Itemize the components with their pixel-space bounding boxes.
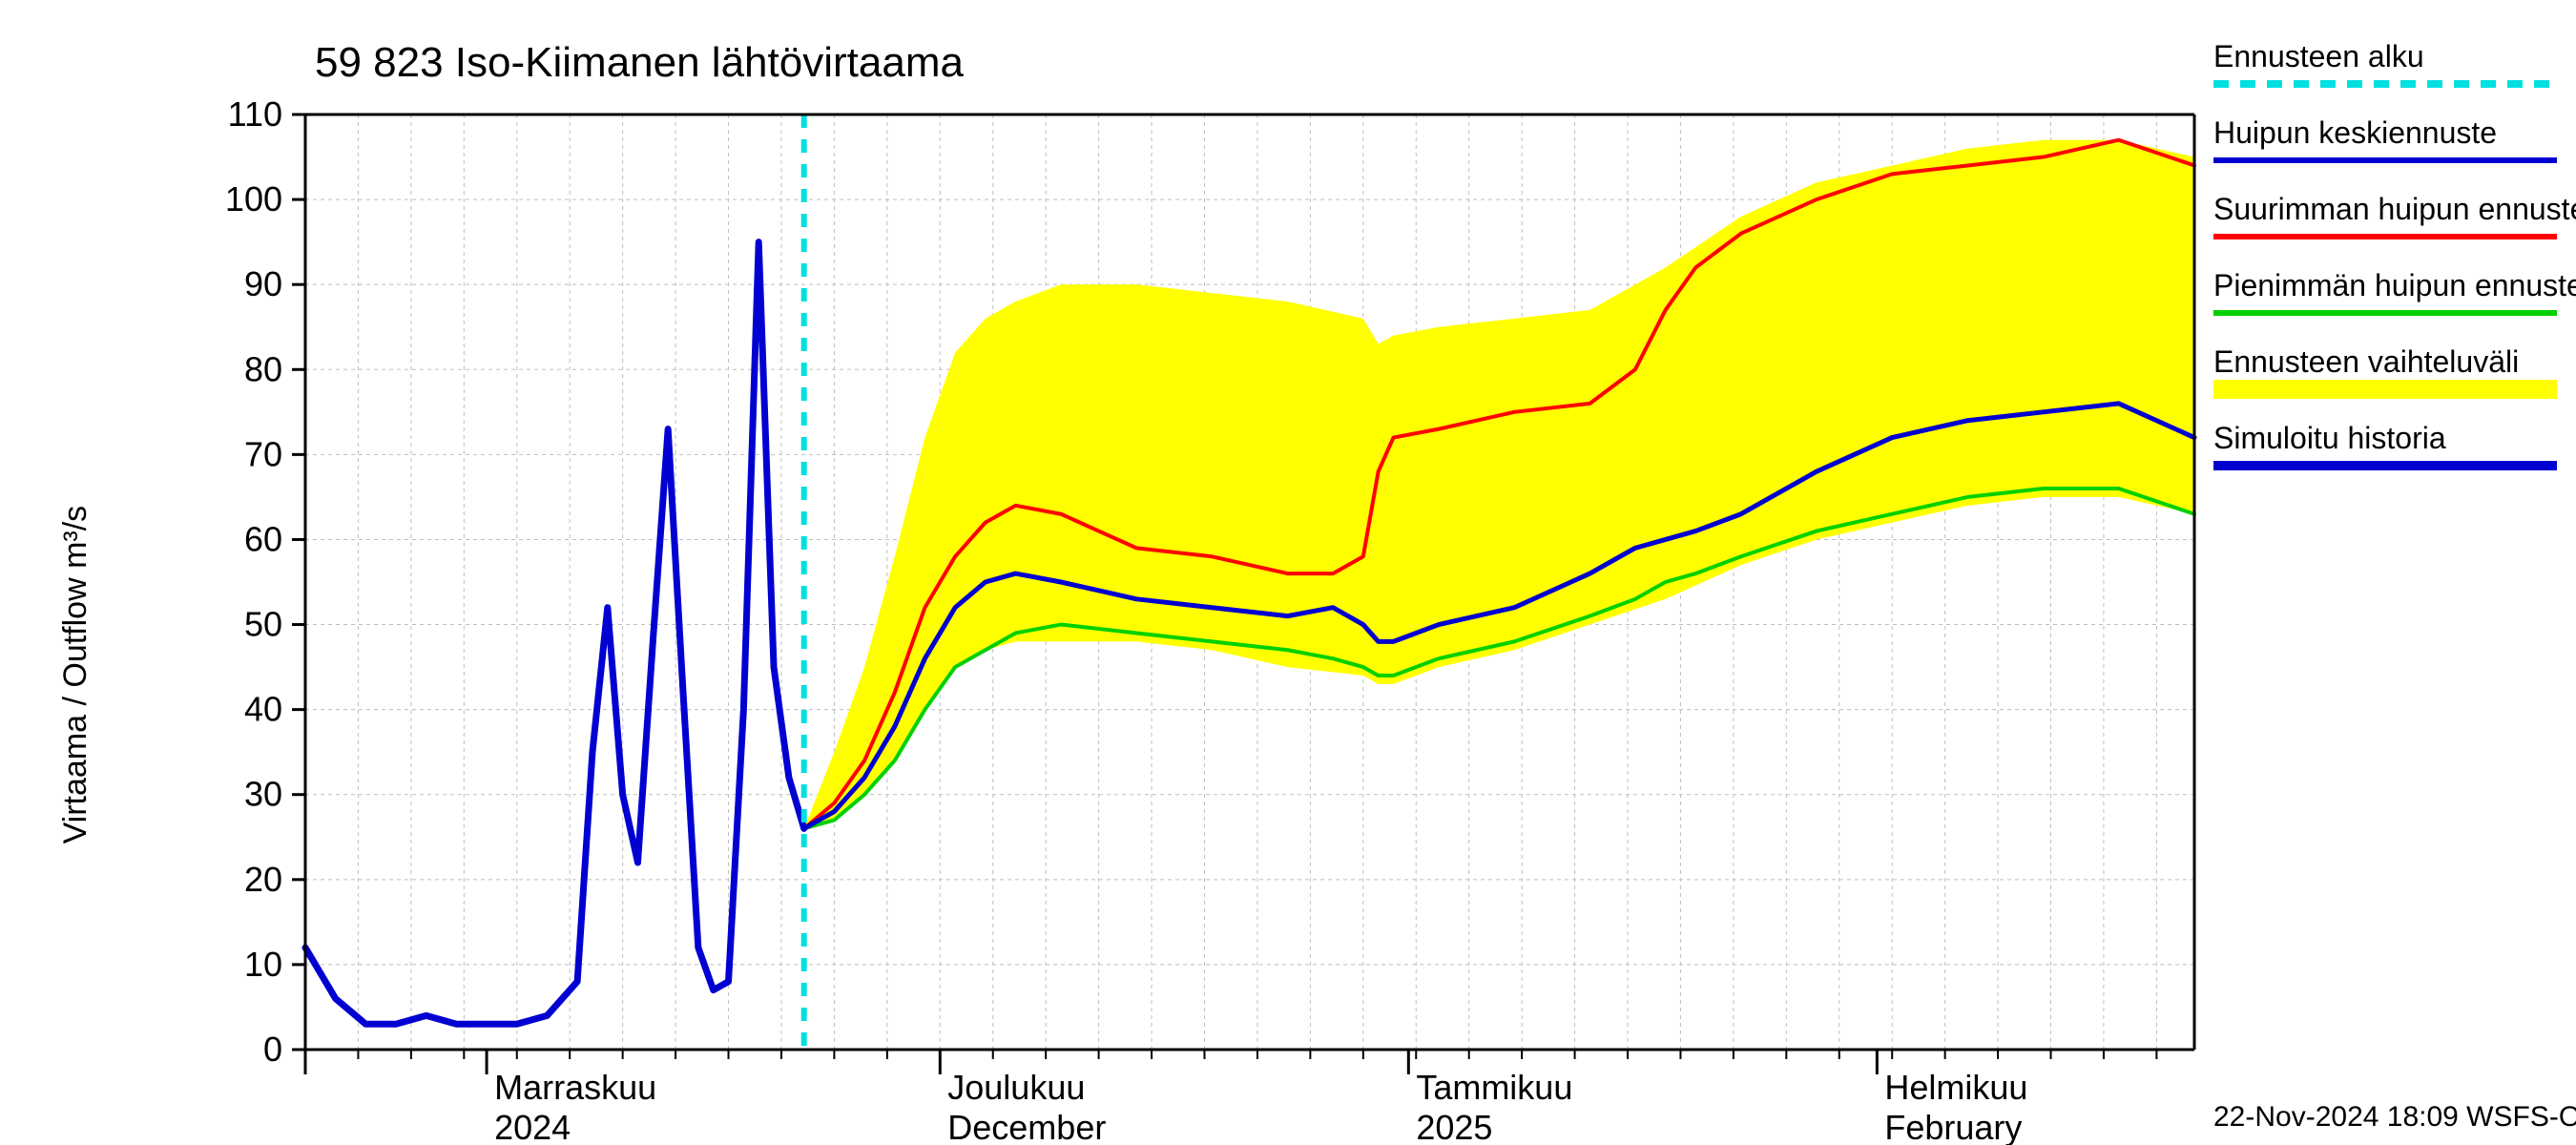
month-label-top: Joulukuu	[947, 1068, 1085, 1107]
y-tick-label: 90	[244, 264, 282, 303]
month-label-bottom: 2024	[494, 1108, 571, 1145]
month-label-bottom: 2025	[1416, 1108, 1492, 1145]
month-label-top: Helmikuu	[1884, 1068, 2027, 1107]
legend-label: Huipun keskiennuste	[2213, 115, 2497, 150]
outflow-forecast-chart: 0 10 20 30 40 50 60 70 80 90 100 110 Marraskuu2024 Jo…	[0, 0, 2576, 1145]
month-label-top: Tammikuu	[1416, 1068, 1572, 1107]
chart-title: 59 823 Iso-Kiimanen lähtövirtaama	[315, 39, 964, 86]
legend-label: Pienimmän huipun ennuste	[2213, 268, 2576, 302]
legend-swatch	[2213, 380, 2557, 399]
y-tick-label: 0	[263, 1030, 282, 1069]
chart-footer: 22-Nov-2024 18:09 WSFS-O	[2213, 1101, 2576, 1133]
y-tick-label: 10	[244, 945, 282, 984]
legend-label: Simuloitu historia	[2213, 421, 2446, 455]
month-label-bottom: February	[1884, 1108, 2022, 1145]
legend-label: Ennusteen alku	[2213, 39, 2424, 73]
legend-label: Suurimman huipun ennuste	[2213, 192, 2576, 226]
y-tick-label: 40	[244, 690, 282, 729]
y-tick-label: 80	[244, 349, 282, 388]
legend-label: Ennusteen vaihteluväli	[2213, 344, 2519, 379]
y-tick-label: 30	[244, 775, 282, 814]
chart-svg: 0 10 20 30 40 50 60 70 80 90 100 110 Marraskuu2024 Jo…	[0, 0, 2576, 1145]
y-axis-label: Virtaama / Outflow m³/s	[57, 506, 93, 844]
y-tick-label: 20	[244, 860, 282, 899]
y-tick-label: 110	[228, 94, 282, 134]
y-tick-label: 100	[225, 179, 282, 219]
y-tick-label: 70	[244, 434, 282, 473]
y-tick-label: 60	[244, 519, 282, 558]
month-label-bottom: December	[947, 1108, 1106, 1145]
y-tick-label: 50	[244, 605, 282, 644]
month-label-top: Marraskuu	[494, 1068, 656, 1107]
